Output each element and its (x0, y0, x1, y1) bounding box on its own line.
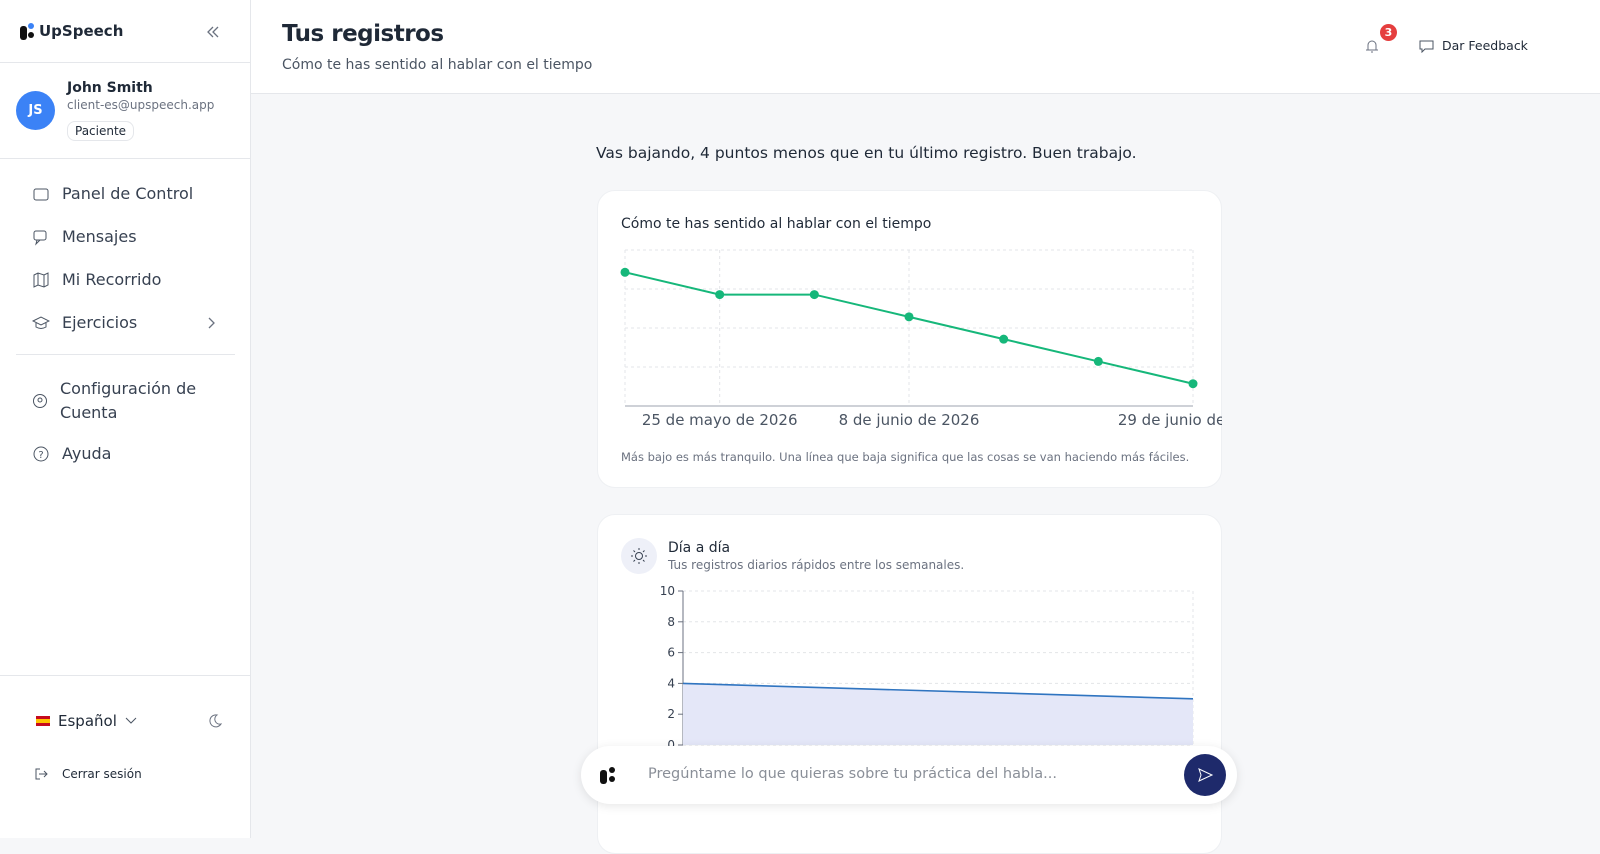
chart-card: Cómo te has sentido al hablar con el tie… (597, 190, 1222, 488)
send-button[interactable] (1183, 753, 1227, 797)
y-tick-label: 10 (660, 584, 675, 598)
icon-circle (621, 538, 657, 574)
area (683, 683, 1193, 745)
notification-badge: 3 (1380, 24, 1397, 41)
point (1188, 379, 1198, 389)
nav-item[interactable]: Mensajes (32, 227, 137, 246)
chart-title: Día a día (668, 540, 731, 556)
nav-label: Ayuda (62, 444, 112, 463)
page-title: Tus registros (282, 21, 444, 47)
avatar: JS (16, 91, 55, 130)
nav-label: Ejercicios (62, 313, 138, 332)
nav-item[interactable]: Panel de Control (32, 184, 193, 203)
chat-bar: Pregúntame lo que quieras sobre tu práct… (581, 746, 1237, 804)
svg-text:?: ? (38, 450, 43, 461)
nav-item[interactable]: Configuración de Cuenta (32, 377, 200, 425)
theme-toggle[interactable] (207, 713, 223, 729)
logout[interactable]: Cerrar sesión (34, 767, 142, 781)
icon (35, 768, 48, 780)
line (682, 682, 1194, 700)
y-tick-label: 2 (667, 707, 675, 721)
flag (36, 716, 50, 726)
chevron (208, 317, 215, 329)
nav-label: Mi Recorrido (62, 270, 162, 289)
icon (33, 230, 47, 246)
brand: UpSpeech (39, 22, 124, 40)
divider (0, 62, 251, 63)
chart-subtitle: Tus registros diarios rápidos entre los … (668, 558, 965, 572)
point (1093, 356, 1103, 366)
area-chart: 0 2 4 6 8 10 (660, 584, 1194, 752)
divider (16, 354, 235, 355)
nav-item[interactable]: ? Ayuda (32, 444, 111, 463)
summary: Vas bajando, 4 puntos menos que en tu úl… (596, 144, 1137, 162)
y-tick-label: 4 (667, 676, 675, 690)
icon (1419, 40, 1434, 53)
logout-label: Cerrar sesión (62, 767, 142, 781)
user-name: John Smith (67, 80, 153, 96)
nav-label: Mensajes (62, 227, 137, 246)
x-tick-label: 8 de junio de 2026 (839, 411, 980, 429)
icon (32, 315, 50, 329)
language: Español (58, 712, 117, 730)
sidebar: UpSpeech JS John Smith client-es@upspeec… (0, 0, 251, 838)
divider (0, 158, 251, 159)
page-subtitle: Cómo te has sentido al hablar con el tie… (282, 57, 593, 73)
y-tick-label: 0 (667, 738, 675, 752)
point (809, 290, 819, 300)
nav-item[interactable]: Ejercicios (32, 313, 137, 332)
feedback-label: Dar Feedback (1442, 38, 1528, 53)
user-email: client-es@upspeech.app (67, 98, 215, 112)
divider (0, 675, 251, 676)
icon: ? (33, 446, 49, 461)
logo (20, 23, 34, 40)
point (715, 290, 725, 300)
chart-note: Más bajo es más tranquilo. Una línea que… (621, 450, 1190, 464)
role-badge: Paciente (67, 121, 135, 141)
language-select[interactable]: Español (36, 712, 137, 730)
header: Tus registros Cómo te has sentido al hab… (251, 0, 1600, 94)
chart-title: Cómo te has sentido al hablar con el tie… (621, 216, 932, 232)
icon (33, 188, 49, 200)
chat-input[interactable]: Pregúntame lo que quieras sobre tu práct… (648, 766, 1057, 782)
nav-label: Panel de Control (62, 184, 194, 203)
point (904, 312, 914, 322)
line-chart: 25 de mayo de 2026 8 de junio de 2026 29 d… (620, 249, 1222, 429)
point (999, 334, 1009, 344)
collapse-button[interactable] (206, 25, 220, 39)
point (620, 267, 630, 277)
bell[interactable] (1365, 39, 1379, 54)
sun-icon (631, 548, 647, 564)
x-tick-label: 29 de junio de 2026 (1118, 411, 1222, 429)
nav-label: Configuración de Cuenta (60, 379, 197, 422)
x-tick-label: 25 de mayo de 2026 (642, 411, 798, 429)
logo (600, 767, 615, 784)
y-tick-label: 6 (667, 646, 675, 660)
icon (33, 394, 47, 408)
nav-item[interactable]: Mi Recorrido (32, 270, 161, 289)
feedback-button[interactable]: Dar Feedback (1419, 38, 1528, 53)
y-tick-label: 8 (667, 615, 675, 629)
chevron (125, 717, 137, 724)
icon (33, 271, 49, 288)
